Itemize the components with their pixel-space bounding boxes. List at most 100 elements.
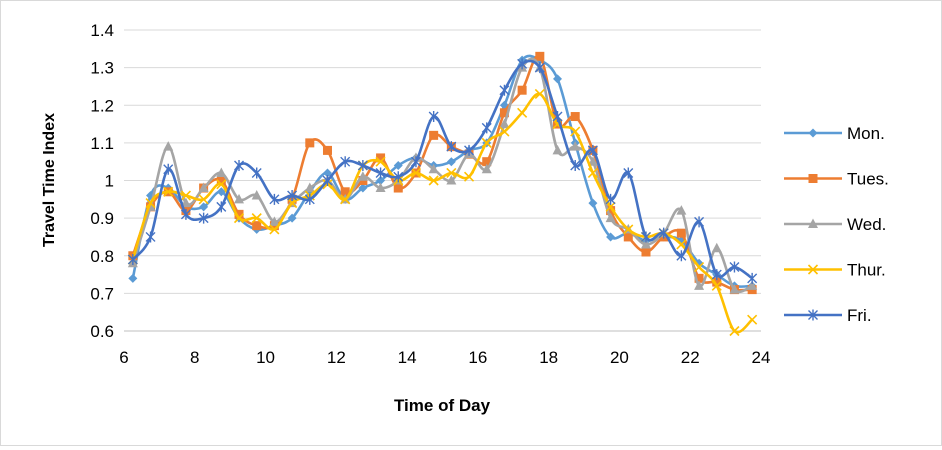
data-point [251, 213, 262, 224]
data-point [340, 194, 351, 205]
x-tick-label: 22 [681, 348, 700, 367]
data-point [482, 157, 492, 167]
x-tick-label: 24 [752, 348, 771, 367]
x-tick-label: 20 [610, 348, 629, 367]
series-group [127, 51, 758, 337]
legend: Mon. Tues. Wed. Thur. Fri. [784, 124, 889, 325]
x-tick-label: 14 [398, 348, 417, 367]
data-point [269, 193, 280, 205]
data-point [358, 183, 368, 193]
y-axis-label: Travel Time Index [41, 113, 58, 247]
y-tick-label: 0.8 [90, 247, 114, 266]
data-point [234, 193, 245, 204]
series-line [131, 54, 753, 288]
data-point [729, 261, 740, 273]
data-point [517, 85, 527, 95]
legend-label: Fri. [847, 306, 872, 325]
legend-marker [808, 174, 818, 183]
data-point [287, 213, 297, 223]
data-point [251, 190, 262, 200]
data-point [233, 213, 245, 224]
data-point [499, 108, 509, 118]
data-point [376, 153, 386, 163]
data-point [694, 216, 705, 228]
data-point [322, 175, 333, 186]
data-point [287, 190, 298, 202]
data-point [357, 159, 368, 171]
data-point [481, 122, 492, 134]
data-point [446, 141, 457, 153]
data-point [198, 212, 209, 224]
data-point [216, 176, 226, 185]
data-point [711, 269, 722, 281]
data-point [517, 107, 528, 118]
data-point [216, 167, 227, 177]
x-tick-label: 10 [256, 348, 275, 367]
data-point [747, 314, 758, 325]
data-point [570, 112, 580, 122]
data-point [517, 58, 528, 70]
series-line [131, 57, 753, 294]
x-tick-label: 16 [468, 348, 487, 367]
data-point [534, 62, 545, 74]
data-point [446, 167, 457, 179]
legend-marker [807, 264, 819, 275]
data-point [234, 159, 245, 171]
data-point [712, 277, 722, 287]
data-point [216, 201, 227, 213]
data-point [305, 138, 315, 148]
data-point [694, 273, 704, 283]
data-point [463, 171, 475, 182]
x-tick-label: 18 [539, 348, 558, 367]
data-point [180, 197, 191, 208]
data-point [676, 228, 686, 238]
data-point [446, 157, 456, 167]
data-point [180, 190, 191, 201]
data-point [729, 325, 740, 337]
data-point [499, 126, 510, 137]
legend-item: Fri. [784, 306, 872, 325]
data-point [587, 144, 598, 156]
x-tick-label: 8 [190, 348, 199, 367]
data-point [464, 144, 475, 156]
data-point [252, 221, 262, 231]
data-point [729, 284, 740, 294]
data-point [269, 224, 280, 235]
data-point [481, 137, 492, 148]
y-tick-label: 1.2 [90, 96, 114, 115]
data-point [340, 187, 350, 197]
data-point [322, 145, 332, 155]
data-point [552, 111, 563, 123]
y-tick-label: 1.4 [90, 21, 114, 40]
data-point [499, 84, 510, 96]
data-point [340, 156, 351, 168]
data-point [199, 202, 209, 212]
series-line [131, 59, 753, 280]
data-point [375, 167, 386, 179]
data-point [127, 254, 138, 266]
data-point [694, 280, 705, 290]
data-point [145, 198, 156, 209]
data-point [234, 209, 244, 219]
data-point [428, 163, 439, 174]
series-fri [127, 58, 758, 284]
legend-item: Tues. [784, 170, 889, 189]
legend-item: Wed. [784, 215, 886, 234]
data-point [747, 280, 758, 290]
data-point [376, 176, 386, 185]
legend-item: Mon. [784, 124, 885, 143]
data-point [216, 179, 227, 190]
x-tick-label: 12 [327, 348, 346, 367]
data-point [429, 130, 439, 140]
x-tick-label: 6 [119, 348, 128, 367]
legend-label: Mon. [847, 124, 885, 143]
legend-marker [808, 218, 818, 228]
legend-label: Thur. [847, 261, 886, 280]
data-point [640, 231, 651, 243]
data-point [694, 261, 705, 273]
data-point [410, 156, 421, 168]
data-point [269, 216, 280, 226]
data-point [623, 167, 634, 179]
data-point [428, 175, 439, 186]
